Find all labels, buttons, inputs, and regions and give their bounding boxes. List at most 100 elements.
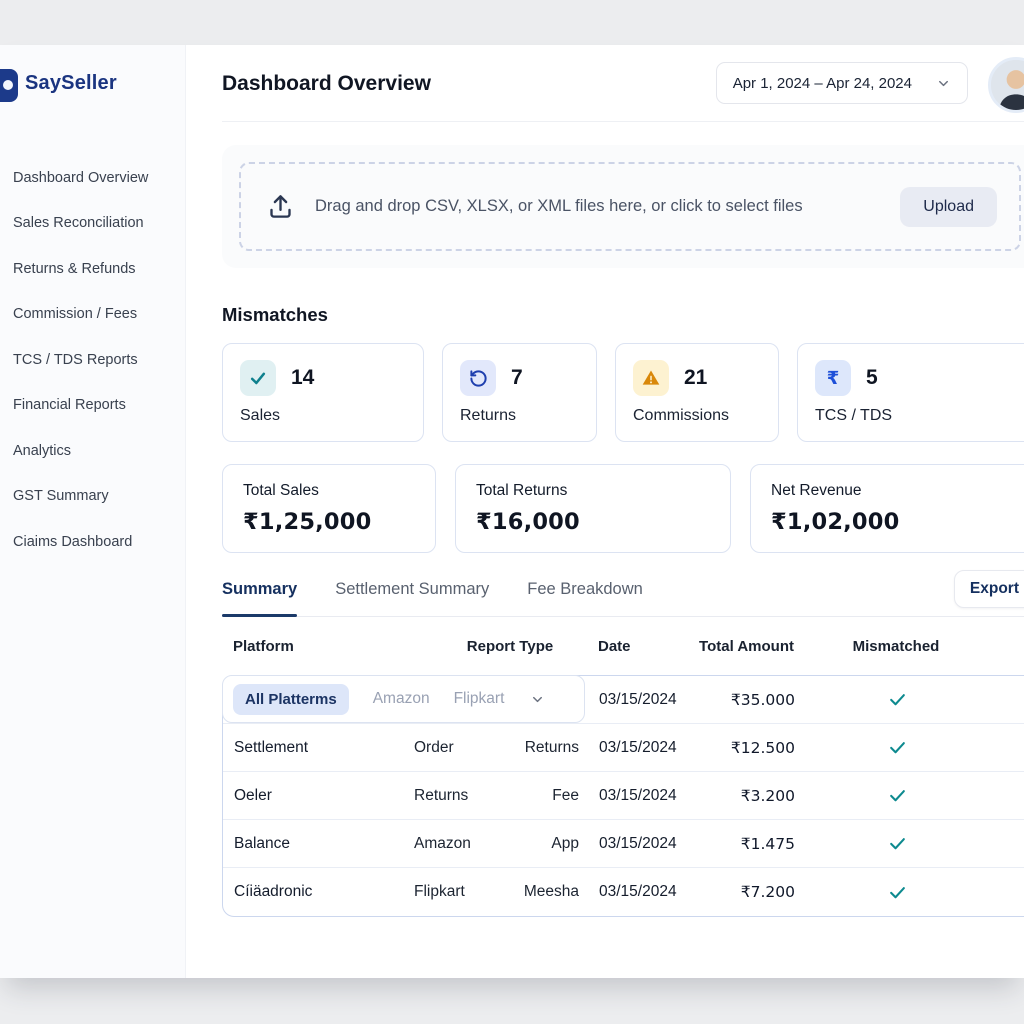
cell-report-b: Fee [552, 786, 579, 804]
mismatched-check-icon [807, 690, 987, 709]
rotate-ccw-icon [460, 360, 496, 396]
stat-label: Returns [460, 407, 517, 424]
logo: SaySeller [0, 45, 185, 119]
sidebar-item-tcs-tds-reports[interactable]: TCS / TDS Reports [13, 351, 138, 368]
cell-date: 03/15/2024 [599, 786, 677, 804]
cell-platform: Settlement [234, 738, 309, 756]
tab-summary[interactable]: Summary [222, 580, 298, 617]
cell-date: 03/15/2024 [599, 690, 677, 708]
total-label: Net Revenue [771, 482, 862, 499]
table-row: Settlement Order Returns 03/15/2024 ₹12.… [223, 724, 1024, 772]
stat-card-commissions: 21 Commissions [615, 343, 779, 442]
cell-amount: ₹12.500 [730, 738, 795, 757]
date-range-picker[interactable]: Apr 1, 2024 – Apr 24, 2024 [715, 62, 968, 104]
total-sales-card: Total Sales ₹1,25,000 [222, 464, 436, 553]
cell-report-a: Flipkart [414, 883, 465, 900]
stat-value: 5 [866, 366, 878, 389]
brand-logo-icon [0, 69, 18, 102]
cell-date: 03/15/2024 [599, 883, 677, 900]
cell-platform: Balance [234, 834, 291, 852]
file-dropzone[interactable]: Drag and drop CSV, XLSX, or XML files he… [239, 162, 1021, 251]
sidebar-item-dashboard-overview[interactable]: Dashboard Overview [13, 169, 149, 186]
total-label: Total Sales [243, 482, 319, 499]
cell-report-a: Order [414, 738, 454, 756]
stat-label: Commissions [633, 407, 730, 424]
stat-card-sales: 14 Sales [222, 343, 424, 442]
column-header-platform: Platform [233, 637, 294, 655]
sidebar: SaySeller Dashboard Overview Sales Recon… [0, 45, 186, 978]
stat-card-tcs-tds: ₹ 5 TCS / TDS [797, 343, 1024, 442]
filter-option-flipkart[interactable]: Flipkart [453, 690, 505, 707]
mismatch-cards: 14 Sales 7 Returns [222, 343, 1024, 442]
table-row: Oeler Returns Fee 03/15/2024 ₹3.200 [223, 772, 1024, 820]
sidebar-item-claims-dashboard[interactable]: Ciaims Dashboard [13, 533, 133, 550]
mismatched-check-icon [807, 834, 987, 853]
table-filter-row: All Platterms Amazon Flipkart 03/15/2024… [222, 675, 1024, 724]
upload-card: Drag and drop CSV, XLSX, or XML files he… [222, 145, 1024, 268]
column-header-total-amount: Total Amount [699, 637, 794, 655]
chevron-down-icon [939, 80, 948, 86]
column-header-mismatched: Mismatched [852, 637, 940, 655]
cell-report-b: Meesha [523, 883, 579, 900]
page-header: Dashboard Overview Apr 1, 2024 – Apr 24,… [186, 45, 1024, 122]
stat-label: TCS / TDS [815, 407, 893, 424]
table-header-row: Platform Report Type Date Total Amount M… [222, 617, 1024, 675]
table-row: Cíiäadronic Flipkart Meesha 03/15/2024 ₹… [223, 868, 1024, 916]
page-title: Dashboard Overview [222, 72, 431, 95]
sidebar-item-analytics[interactable]: Analytics [13, 442, 72, 459]
sidebar-item-commission-fees[interactable]: Commission / Fees [13, 306, 138, 323]
brand-name: SaySeller [25, 72, 117, 94]
mismatched-check-icon [807, 786, 987, 805]
column-header-date: Date [598, 637, 631, 655]
warning-icon [633, 360, 669, 396]
cell-date: 03/15/2024 [599, 738, 677, 756]
content-area: Drag and drop CSV, XLSX, or XML files he… [186, 145, 1024, 917]
cell-platform: Cíiäadronic [234, 883, 313, 900]
check-icon [240, 360, 276, 396]
export-label: Export [969, 580, 1019, 597]
tab-fee-breakdown[interactable]: Fee Breakdown [527, 580, 643, 598]
sidebar-item-financial-reports[interactable]: Financial Reports [13, 397, 126, 414]
mismatches-heading: Mismatches [222, 304, 328, 325]
cell-amount: ₹7.200 [740, 883, 795, 901]
filter-option-all-platforms[interactable]: All Platterms [233, 683, 349, 715]
cell-date: 03/15/2024 [599, 834, 677, 852]
date-range-value: Apr 1, 2024 – Apr 24, 2024 [732, 74, 912, 92]
sidebar-item-gst-summary[interactable]: GST Summary [13, 488, 109, 505]
totals-cards: Total Sales ₹1,25,000 Total Returns ₹16,… [222, 464, 1024, 553]
app-window: SaySeller Dashboard Overview Sales Recon… [0, 45, 1024, 978]
total-label: Total Returns [476, 482, 568, 499]
chevron-down-icon [533, 696, 543, 702]
sidebar-nav: Dashboard Overview Sales Reconciliation … [0, 155, 185, 565]
export-button[interactable]: Export [953, 570, 1024, 608]
stat-value: 7 [511, 366, 523, 389]
cell-platform: Oeler [234, 786, 272, 804]
sidebar-item-sales-reconciliation[interactable]: Sales Reconciliation [13, 215, 144, 232]
cell-report-b: Returns [524, 738, 579, 756]
cell-report-b: App [551, 834, 579, 852]
cell-report-a: Returns [414, 786, 469, 804]
mismatched-check-icon [807, 738, 987, 757]
stat-value: 21 [684, 366, 708, 389]
upload-button[interactable]: Upload [900, 186, 997, 227]
upload-icon [270, 195, 291, 218]
cell-amount: ₹3.200 [740, 786, 795, 805]
avatar-photo [991, 60, 1024, 110]
stat-label: Sales [240, 407, 281, 424]
stat-card-returns: 7 Returns [442, 343, 597, 442]
tabs-bar: Summary Settlement Summary Fee Breakdown… [222, 570, 1024, 617]
filter-option-amazon[interactable]: Amazon [372, 690, 430, 707]
table-row: Balance Amazon App 03/15/2024 ₹1.475 [223, 820, 1024, 868]
main-panel: Dashboard Overview Apr 1, 2024 – Apr 24,… [186, 45, 1024, 978]
cell-amount: ₹35.000 [730, 690, 795, 709]
sidebar-item-returns-refunds[interactable]: Returns & Refunds [13, 260, 136, 277]
cell-amount: ₹1.475 [740, 834, 795, 853]
table-body: All Platterms Amazon Flipkart 03/15/2024… [222, 675, 1024, 917]
rupee-icon: ₹ [815, 360, 851, 396]
total-returns-card: Total Returns ₹16,000 [455, 464, 731, 553]
mismatched-check-icon [807, 883, 987, 902]
platform-filter-dropdown[interactable]: All Platterms Amazon Flipkart [222, 675, 585, 723]
user-avatar[interactable] [988, 57, 1024, 113]
tab-settlement-summary[interactable]: Settlement Summary [335, 580, 490, 598]
total-value: ₹1,02,000 [771, 509, 900, 535]
